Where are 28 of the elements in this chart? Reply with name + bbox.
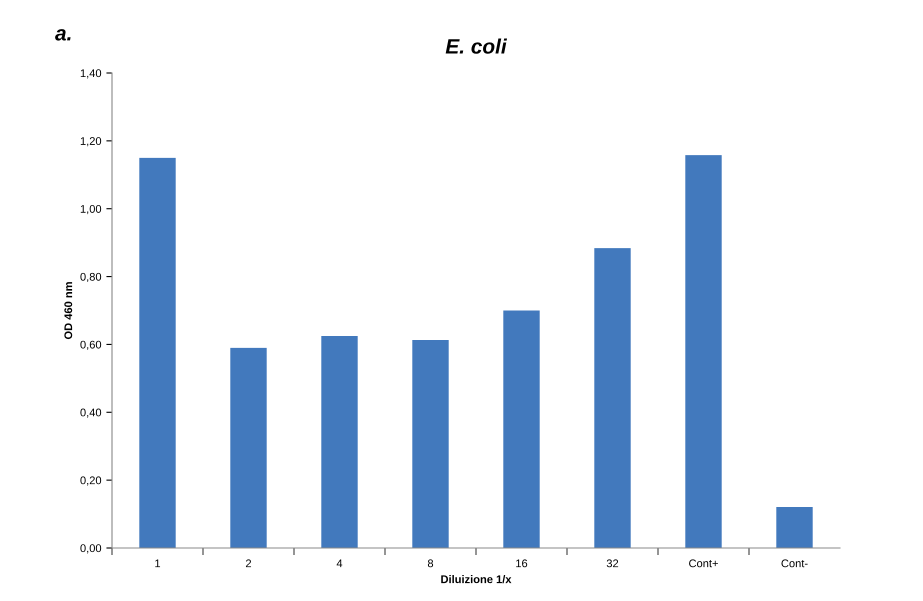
bar (321, 336, 358, 548)
y-tick-label: 0,80 (80, 272, 102, 282)
x-tick-label: 4 (336, 560, 342, 568)
bar (503, 310, 540, 548)
y-axis-title: OD 460 nm (64, 282, 72, 340)
bar (139, 158, 176, 548)
x-tick-label: 1 (155, 560, 160, 568)
bar (685, 155, 722, 548)
x-tick-label: 2 (246, 559, 252, 568)
y-tick-label: 1,20 (80, 137, 102, 146)
chart-title: E. coli (446, 38, 508, 54)
text: a. (55, 29, 71, 41)
x-tick-label: Cont+ (689, 559, 718, 568)
y-tick-label: 0,20 (80, 476, 102, 486)
y-tick-label: 0,60 (80, 340, 102, 350)
bar (230, 348, 267, 548)
bar (594, 248, 631, 548)
y-tick-label: 1,40 (80, 69, 102, 78)
bar (776, 506, 813, 548)
y-tick-label: 0,40 (80, 408, 102, 418)
x-tick-label: 32 (606, 559, 618, 568)
x-tick-label: 8 (428, 559, 434, 568)
x-tick-label: 16 (516, 559, 528, 568)
y-tick-label: 0,00 (80, 544, 102, 554)
y-tick-label: 1,00 (80, 204, 102, 214)
x-tick-label: Cont- (781, 559, 808, 568)
bar (412, 340, 449, 548)
x-axis-title: Diluizione 1/x (441, 575, 512, 584)
